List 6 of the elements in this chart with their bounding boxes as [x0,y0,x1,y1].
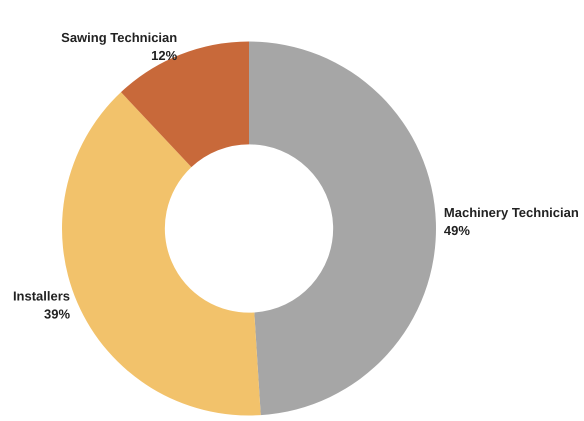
slice-label: Installers [12,288,70,304]
data-label: 49% [444,222,470,238]
data-label: 39% [44,306,70,322]
slice-label: Sawing Technician [61,30,178,45]
slice-label: Machinery Technician [444,204,579,220]
data-label: 12% [151,48,178,63]
